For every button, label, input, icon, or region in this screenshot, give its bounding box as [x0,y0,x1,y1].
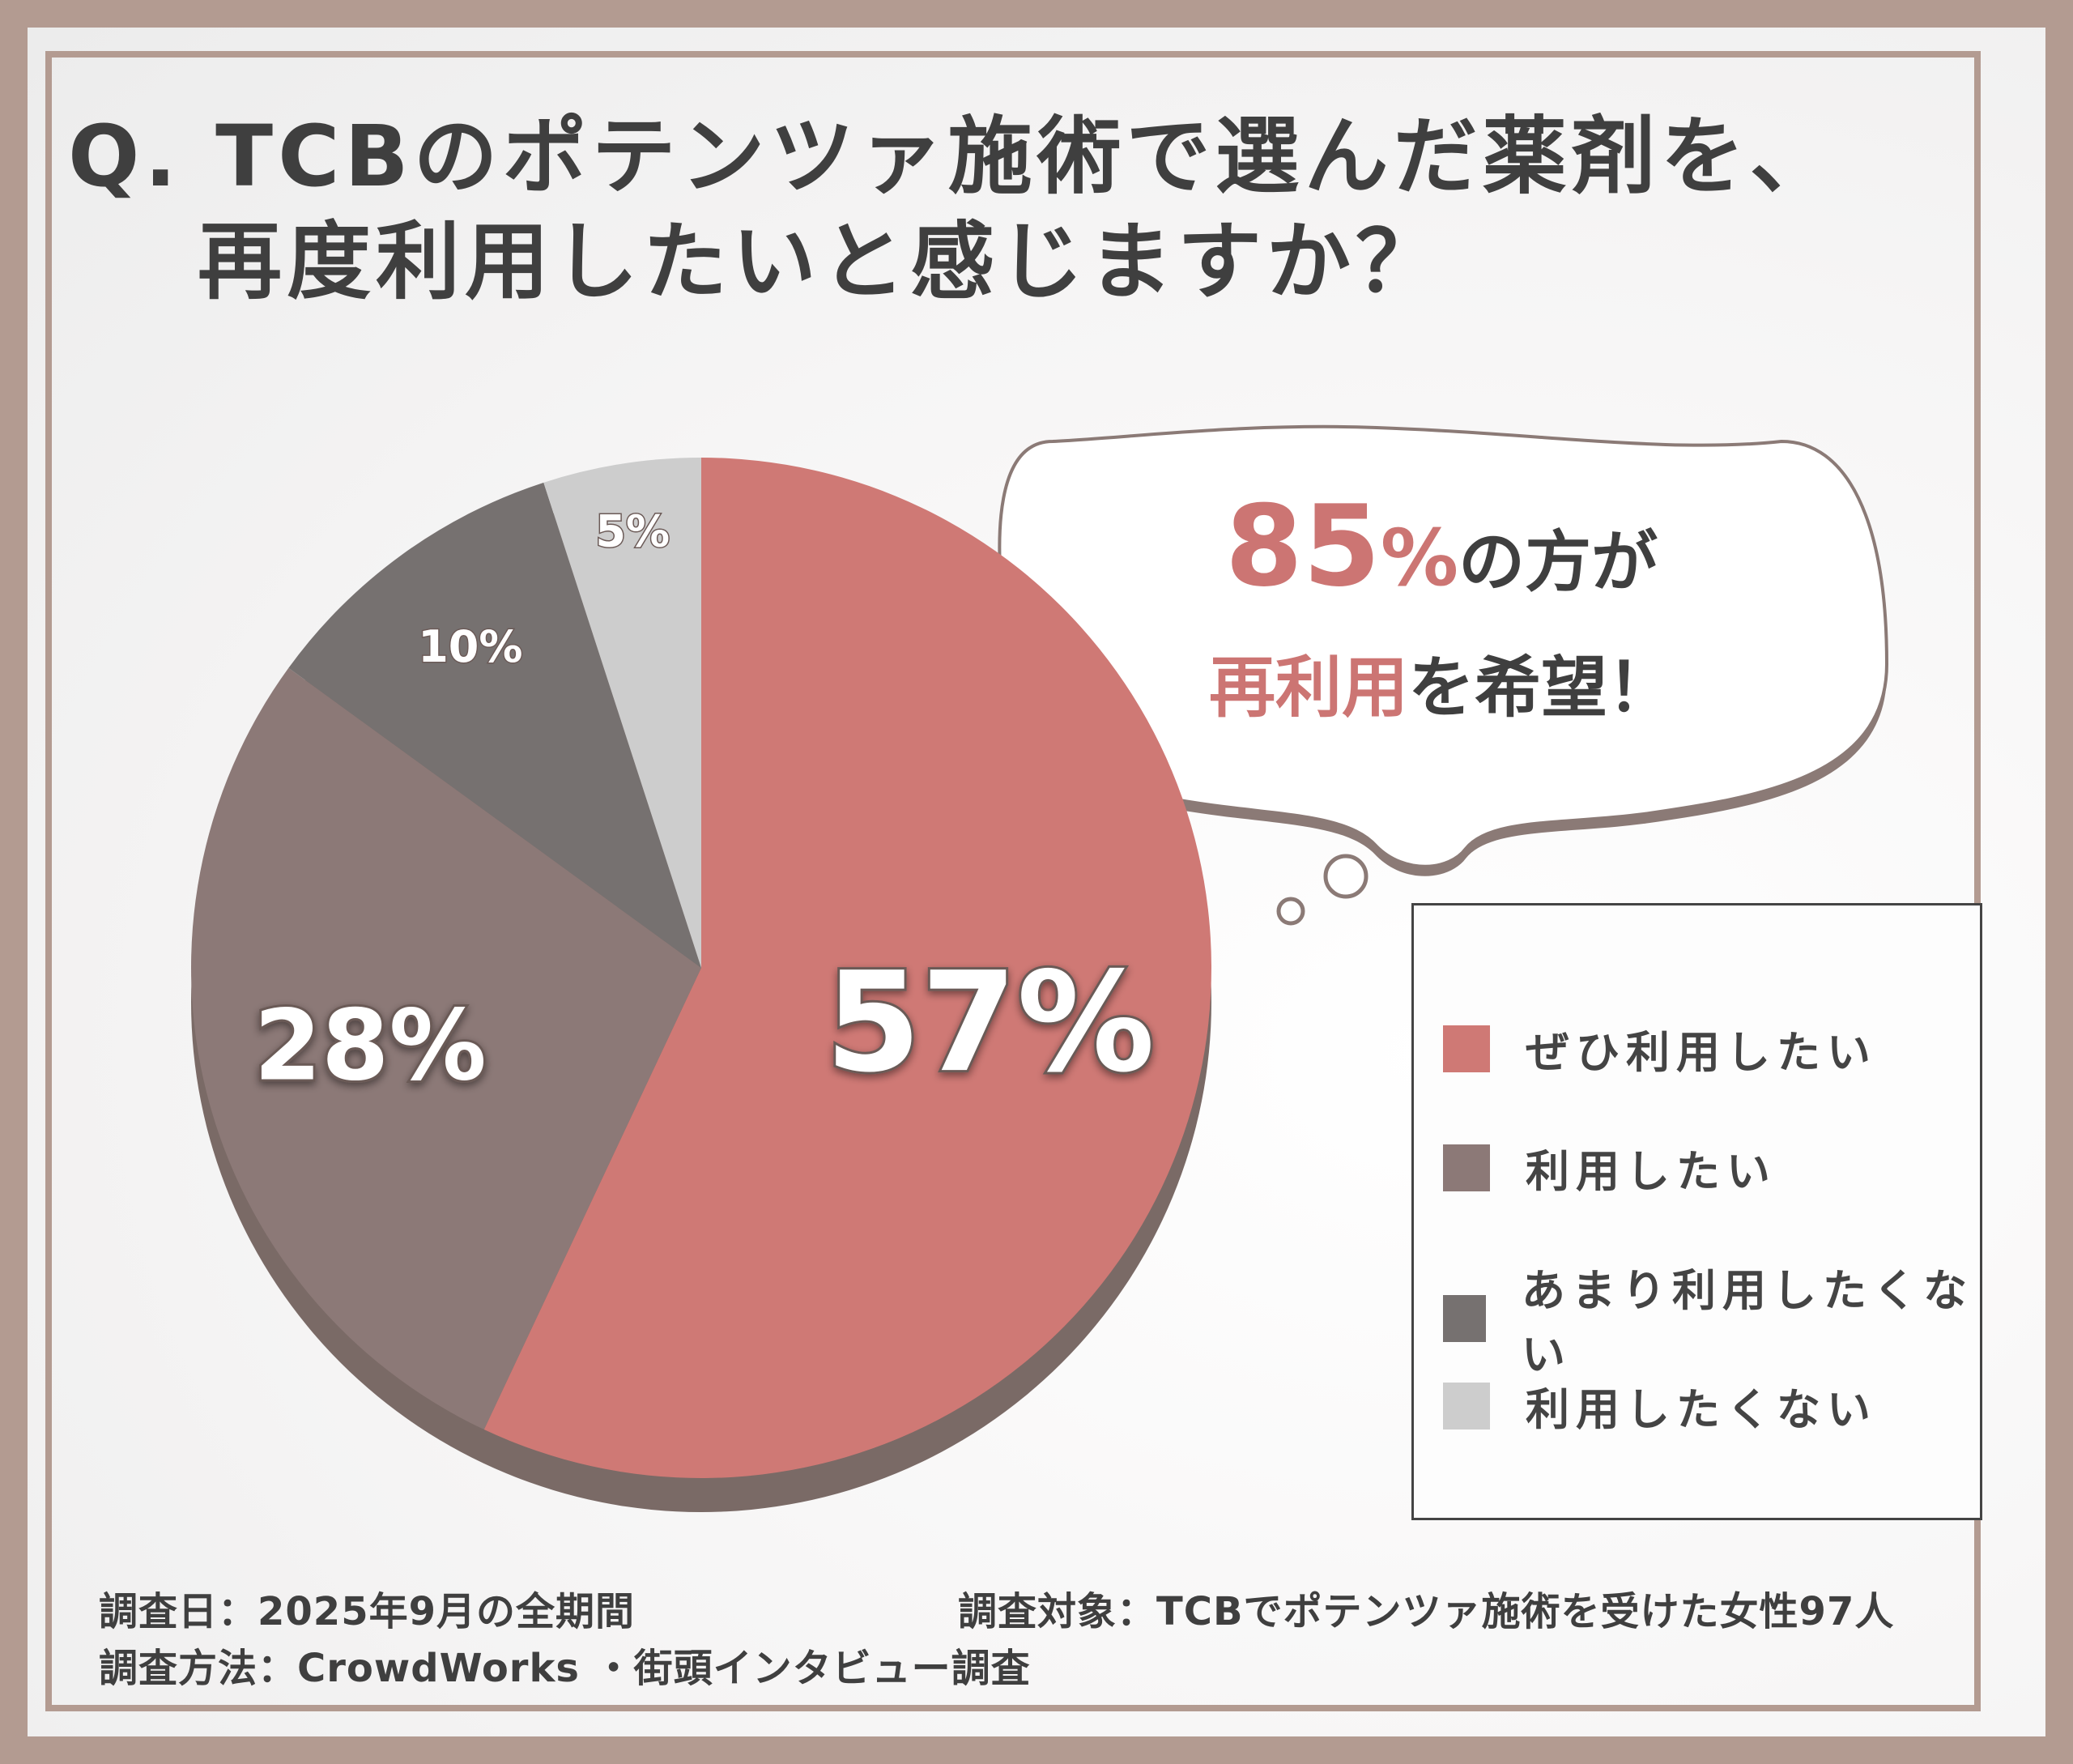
bubble-line-2: 再利用を希望！ [1004,624,1879,753]
legend-swatch-1 [1443,1025,1490,1072]
bubble-line-2-text: を希望！ [1408,650,1675,726]
legend-item-4: 利用したくない [1443,1374,1877,1438]
pie-slice-3 [288,482,701,968]
pie-label-4: 5% [595,506,670,557]
legend-swatch-4 [1443,1382,1490,1430]
inner-frame [45,51,1981,1711]
pie-slice-2 [190,667,702,1430]
legend: ぜひ利用したい 利用したい あまり利用したくない 利用したくない [1411,903,1982,1520]
legend-label-2: 利用したい [1526,1146,1777,1197]
bubble-line-1: 85%の方が [1004,486,1879,624]
legend-item-1: ぜひ利用したい [1443,1016,1877,1080]
legend-swatch-3 [1443,1295,1486,1342]
legend-item-2: 利用したい [1443,1136,1777,1199]
pie-slices [190,458,1211,1512]
pie-label-3: 10% [418,621,522,672]
pie-label-2: 28% [254,991,487,1103]
survey-method: 調査方法：CrowdWorks ・街頭インタビュー調査 [99,1646,1031,1691]
title-line-2: 再度利用したいと感じますか？ [198,212,1445,311]
legend-swatch-2 [1443,1144,1490,1191]
bubble-message: 85%の方が 再利用を希望！ [1004,486,1879,753]
chart-title: Q. TCBのポテンツァ施術で選んだ薬剤を、 再度利用したいと感じますか？ [68,104,1839,314]
survey-date: 調査日：2025年9月の全期間 [99,1589,635,1634]
survey-target: 調査対象：TCBでポテンツァ施術を受けた女性97人 [958,1589,1895,1634]
bubble-emphasis: 再利用 [1208,650,1408,726]
pie-label-1: 57% [825,943,1155,1103]
bubble-line-1-text: の方が [1458,524,1658,601]
legend-label-1: ぜひ利用したい [1526,1027,1877,1078]
legend-label-4: 利用したくない [1526,1384,1877,1435]
pie-labels: 57% 28% 10% 5% [252,505,1158,1106]
bubble-percent-sign: % [1380,513,1459,603]
bubble-dot-small [1276,897,1305,926]
bubble-dot-large [1323,854,1369,899]
pie-slice-4 [543,458,701,968]
title-line-1: Q. TCBのポテンツァ施術で選んだ薬剤を、 [68,107,1839,206]
legend-label-3: あまり利用したくない [1521,1265,1973,1380]
legend-item-3: あまり利用したくない [1443,1255,1980,1383]
pie-slice-1 [483,458,1211,1478]
bubble-percent: 85 [1224,481,1381,611]
